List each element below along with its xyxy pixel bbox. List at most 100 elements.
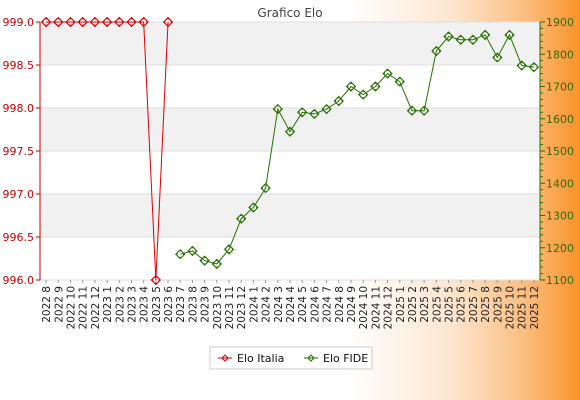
- data-point-ring: [408, 107, 416, 115]
- x-axis-tick-label: 2025 9: [492, 286, 504, 323]
- x-axis-tick-label: 2023 12: [236, 286, 248, 329]
- left-axis-tick-label: 998.0: [3, 102, 35, 115]
- data-point-ring: [359, 90, 367, 99]
- left-axis-tick-label: 996.5: [3, 231, 35, 244]
- x-axis-tick-label: 2023 11: [224, 286, 236, 329]
- x-axis-tick-label: 2024 7: [322, 286, 334, 323]
- data-point-ring: [505, 31, 514, 39]
- x-axis-tick-label: 2022 11: [78, 286, 90, 329]
- data-point-ring: [432, 47, 440, 55]
- right-axis-tick-label: 1600: [546, 113, 574, 126]
- x-axis-tick-label: 2024 12: [383, 286, 395, 329]
- data-point-ring: [310, 110, 318, 118]
- x-axis-tick-label: 2025 11: [517, 286, 529, 329]
- data-point-ring: [66, 18, 75, 26]
- chart-title: Grafico Elo: [257, 6, 322, 20]
- x-axis-tick-label: 2024 3: [273, 286, 285, 323]
- data-point-ring: [201, 257, 209, 265]
- data-point-ring: [469, 36, 477, 44]
- x-axis-tick-label: 2024 10: [358, 286, 370, 329]
- left-axis-tick-label: 997.5: [3, 145, 35, 158]
- x-axis-tick-label: 2025 6: [456, 286, 468, 323]
- left-axis-tick-label: 996.0: [3, 274, 35, 287]
- data-point-ring: [176, 250, 184, 258]
- right-axis-tick-label: 1700: [546, 81, 574, 94]
- data-point-ring: [286, 128, 294, 136]
- x-axis-tick-label: 2023 10: [212, 286, 224, 329]
- data-point-ring: [444, 32, 453, 41]
- left-axis-tick-label: 998.5: [3, 59, 35, 72]
- x-axis-tick-label: 2024 8: [334, 286, 346, 323]
- x-axis-tick-label: 2023 3: [126, 286, 138, 323]
- data-point-ring: [54, 18, 62, 26]
- x-axis-tick-label: 2023 6: [163, 286, 175, 323]
- x-axis-tick-label: 2025 1: [395, 286, 407, 323]
- grid-band: [40, 22, 540, 65]
- data-point-ring: [383, 70, 392, 78]
- legend-label: Elo Italia: [237, 352, 284, 365]
- data-point-ring: [371, 82, 379, 91]
- right-axis-tick-label: 1400: [546, 177, 574, 190]
- data-point-ring: [42, 18, 50, 26]
- x-axis-tick-label: 2025 7: [468, 286, 480, 323]
- legend-box: [209, 346, 373, 370]
- legend-marker: [307, 354, 315, 362]
- x-axis-tick-label: 2025 3: [419, 286, 431, 323]
- legend-label: Elo FIDE: [323, 352, 368, 365]
- data-point-ring: [79, 18, 87, 26]
- data-point-ring: [274, 105, 282, 113]
- right-axis-tick-label: 1100: [546, 274, 574, 287]
- x-axis-tick-label: 2023 7: [175, 286, 187, 323]
- data-point-ring: [249, 203, 258, 212]
- data-point-ring: [457, 36, 465, 44]
- right-axis-tick-label: 1300: [546, 210, 574, 223]
- data-point-ring: [140, 18, 148, 26]
- x-axis-tick-label: 2024 5: [297, 286, 309, 323]
- grid-band: [40, 108, 540, 151]
- data-point-ring: [103, 18, 111, 26]
- x-axis-tick-label: 2023 1: [102, 286, 114, 323]
- x-axis-tick-label: 2023 9: [200, 286, 212, 323]
- right-axis-tick-label: 1900: [546, 16, 574, 29]
- data-point-ring: [262, 184, 270, 192]
- data-point-ring: [493, 53, 501, 62]
- left-axis-tick-label: 997.0: [3, 188, 35, 201]
- series-line-elo-fide: [180, 33, 534, 265]
- left-axis-tick-label: 999.0: [3, 16, 35, 29]
- right-axis-tick-label: 1500: [546, 145, 574, 158]
- right-axis-tick-label: 1200: [546, 242, 574, 255]
- data-point-ring: [237, 215, 245, 223]
- data-point-ring: [91, 18, 99, 26]
- data-point-ring: [152, 276, 160, 284]
- x-axis-tick-label: 2025 8: [480, 286, 492, 323]
- x-axis-tick-label: 2024 1: [248, 286, 260, 323]
- x-axis-tick-label: 2022 9: [53, 286, 65, 323]
- x-axis-tick-label: 2022 10: [65, 286, 77, 329]
- x-axis-tick-label: 2025 4: [431, 286, 443, 323]
- data-point-ring: [347, 82, 355, 91]
- x-axis-tick-label: 2023 4: [139, 286, 151, 323]
- data-point-ring: [213, 260, 221, 268]
- data-point-ring: [298, 108, 306, 116]
- x-axis-tick-label: 2025 10: [505, 286, 517, 329]
- x-axis-tick-label: 2025 5: [444, 286, 456, 323]
- right-axis-tick-label: 1800: [546, 48, 574, 61]
- grid-band: [40, 194, 540, 237]
- legend-marker: [221, 354, 229, 362]
- x-axis-tick-label: 2022 8: [41, 286, 53, 323]
- data-point-ring: [225, 245, 233, 253]
- x-axis-tick-label: 2025 2: [407, 286, 419, 323]
- data-point-ring: [127, 18, 136, 26]
- x-axis-tick-label: 2023 8: [187, 286, 199, 323]
- x-axis-tick-label: 2024 4: [285, 286, 297, 323]
- data-point-ring: [115, 18, 123, 26]
- data-point-ring: [164, 18, 172, 26]
- data-point-ring: [420, 107, 428, 115]
- x-axis-tick-label: 2024 2: [261, 286, 273, 323]
- x-axis-tick-label: 2023 2: [114, 286, 126, 323]
- data-point-ring: [530, 63, 538, 71]
- x-axis-tick-label: 2024 11: [370, 286, 382, 329]
- data-point-ring: [188, 247, 197, 255]
